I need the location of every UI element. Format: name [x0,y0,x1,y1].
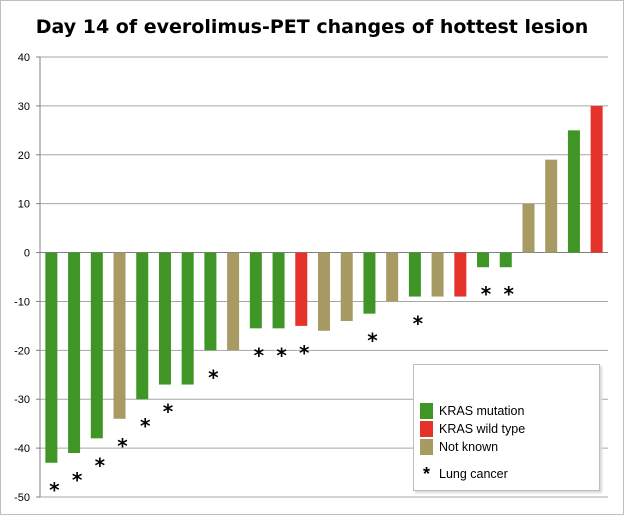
y-tick-label: -30 [14,394,30,406]
lung-cancer-marker: * [95,453,106,477]
lung-cancer-marker: * [49,478,60,502]
bar [363,252,376,314]
lung-cancer-marker: * [481,282,492,306]
bar [454,252,467,297]
legend: KRAS mutation KRAS wild type Not known *… [413,364,600,491]
legend-item-not-known: Not known [420,439,498,455]
bars [45,105,603,463]
legend-item-wild-type: KRAS wild type [420,421,525,437]
legend-item-mutation: KRAS mutation [420,403,524,419]
chart-title: Day 14 of everolimus-PET changes of hott… [35,16,589,38]
bar [340,252,353,321]
legend-swatch-wild-type [420,421,433,437]
lung-cancer-marker: * [276,343,287,367]
y-tick-label: -40 [14,443,30,455]
bar [295,252,308,326]
lung-cancer-marker: * [163,400,174,424]
bar [545,159,558,253]
y-tick-labels: 40 30 20 10 0 -10 -20 -30 -40 -50 [14,52,30,504]
y-tick-label: -50 [14,492,30,504]
bar [318,252,330,331]
bar [477,252,490,268]
bar [272,252,285,329]
lung-cancer-markers: * * * * * * * * * * * * * * [49,282,514,502]
lung-cancer-marker: * [117,434,128,458]
lung-cancer-marker: * [72,468,83,492]
lung-cancer-marker: * [504,282,515,306]
y-tick-label: -10 [14,296,30,308]
legend-label-wild-type: KRAS wild type [439,422,526,436]
bar [249,252,262,329]
y-tick-label: 30 [18,101,30,113]
legend-swatch-not-known [420,439,433,455]
bar [590,105,603,253]
y-tick-label: 40 [18,52,30,64]
asterisk-icon: * [422,464,430,484]
bar [204,252,217,351]
y-tick-label: 10 [18,199,30,211]
legend-label-not-known: Not known [439,440,499,454]
lung-cancer-marker: * [299,341,310,365]
bar [45,252,58,463]
bar [90,252,103,439]
bar [567,130,580,253]
legend-label-mutation: KRAS mutation [439,404,525,418]
lung-cancer-marker: * [208,365,219,389]
lung-cancer-marker: * [413,312,424,336]
bar [181,252,194,385]
y-tick-label: -20 [14,345,30,357]
bar [113,252,126,419]
bar [68,252,81,453]
bar [431,252,444,297]
legend-item-lung-cancer: * Lung cancer [420,464,508,484]
legend-swatch-mutation [420,403,433,419]
lung-cancer-marker: * [367,329,378,353]
bar [227,252,240,351]
bar [499,252,512,268]
lung-cancer-marker: * [254,343,265,367]
bar [522,203,535,253]
legend-label-lung-cancer: Lung cancer [439,467,508,481]
bar [408,252,421,297]
lung-cancer-marker: * [140,414,151,438]
y-tick-label: 0 [24,248,30,260]
bar [136,252,149,400]
bar [386,252,399,302]
y-tick-label: 20 [18,150,30,162]
bar [158,252,171,385]
